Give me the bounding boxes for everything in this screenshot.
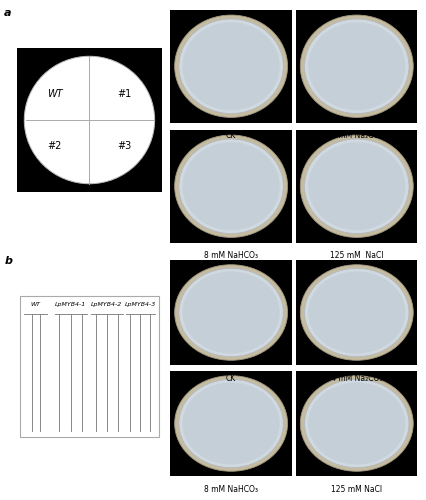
Text: 125 mM NaCl: 125 mM NaCl	[331, 485, 383, 494]
Ellipse shape	[305, 268, 409, 356]
Text: WT: WT	[31, 302, 41, 307]
Ellipse shape	[183, 382, 280, 464]
Text: LpMYB4-1: LpMYB4-1	[55, 302, 86, 307]
Text: LpMYB4-3: LpMYB4-3	[124, 302, 156, 307]
Ellipse shape	[305, 380, 409, 468]
Ellipse shape	[305, 19, 409, 114]
Ellipse shape	[179, 139, 283, 234]
Ellipse shape	[175, 15, 288, 118]
Ellipse shape	[308, 272, 406, 353]
Ellipse shape	[175, 135, 288, 238]
Ellipse shape	[183, 22, 280, 110]
Ellipse shape	[308, 142, 406, 230]
Ellipse shape	[183, 272, 280, 353]
Ellipse shape	[175, 376, 288, 472]
Ellipse shape	[183, 142, 280, 230]
Text: CK: CK	[226, 132, 236, 140]
Text: WT: WT	[47, 89, 63, 99]
Ellipse shape	[179, 268, 283, 356]
Text: LpMYB4-2: LpMYB4-2	[91, 302, 122, 307]
Text: 125 mM  NaCl: 125 mM NaCl	[330, 252, 383, 260]
Ellipse shape	[305, 139, 409, 234]
Text: #3: #3	[117, 141, 131, 151]
Text: 8 mM NaHCO₃: 8 mM NaHCO₃	[204, 485, 258, 494]
Ellipse shape	[300, 264, 413, 360]
Ellipse shape	[300, 15, 413, 118]
Ellipse shape	[179, 380, 283, 468]
Ellipse shape	[300, 135, 413, 238]
Text: CK: CK	[226, 374, 236, 383]
Ellipse shape	[24, 56, 155, 184]
Ellipse shape	[175, 264, 288, 360]
Text: 8 mM NaHCO₃: 8 mM NaHCO₃	[204, 252, 258, 260]
Text: 4 mM Na₂CO₃: 4 mM Na₂CO₃	[331, 374, 383, 383]
Text: #1: #1	[117, 89, 131, 99]
Ellipse shape	[308, 22, 406, 110]
Text: 4 mM Na₂CO₃: 4 mM Na₂CO₃	[331, 132, 383, 140]
Text: #2: #2	[48, 141, 62, 151]
Ellipse shape	[300, 376, 413, 472]
Ellipse shape	[179, 19, 283, 114]
Text: b: b	[4, 256, 12, 266]
Text: a: a	[4, 8, 12, 18]
Ellipse shape	[308, 382, 406, 464]
